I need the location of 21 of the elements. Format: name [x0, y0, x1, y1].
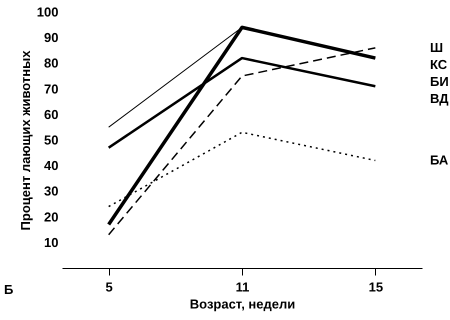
text: ВД: [430, 90, 450, 106]
y-tick-label: 100: [36, 4, 58, 20]
y-tick-label: 60: [44, 106, 58, 122]
text: БИ: [430, 74, 449, 89]
text: КС: [430, 56, 448, 72]
y-axis-title: Процент лающих животных: [18, 50, 33, 230]
y-tick-label: 70: [44, 81, 58, 96]
y-tick-label: 80: [44, 56, 58, 71]
y-tick-label: 30: [44, 184, 58, 199]
y-tick-label: 10: [44, 234, 58, 250]
y-tick-label: 20: [44, 209, 58, 224]
text: Б: [4, 282, 14, 297]
text: БА: [430, 152, 449, 168]
y-tick-label: 50: [44, 132, 58, 148]
y-tick-label: 40: [44, 158, 58, 174]
y-tick-label: 90: [44, 30, 58, 46]
x-tick-label: 11: [236, 280, 250, 294]
x-tick-label: 15: [368, 280, 384, 294]
x-axis-title: Возраст, недели: [190, 296, 296, 312]
text: Ш: [430, 40, 444, 55]
x-tick-label: 5: [106, 280, 113, 294]
